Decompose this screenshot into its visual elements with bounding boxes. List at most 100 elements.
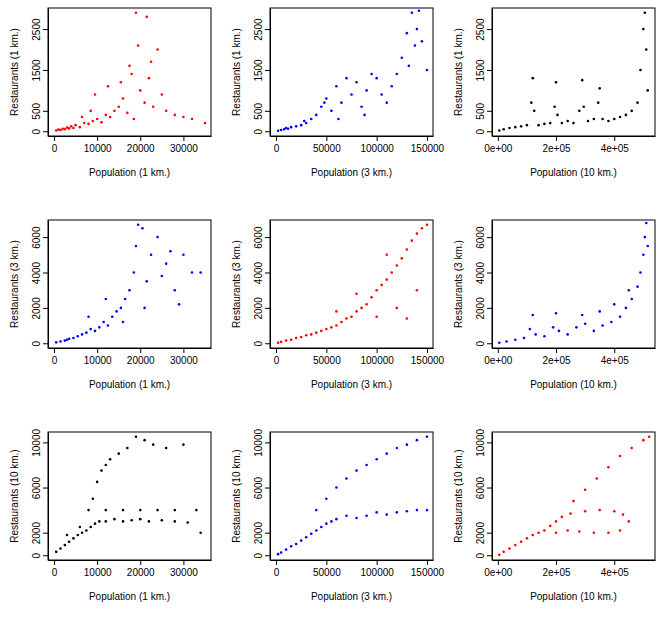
point: [320, 105, 323, 108]
x-axis: 050000100000150000: [271, 560, 445, 578]
y-axis-title: Restaurants (3 km.): [9, 240, 20, 328]
point: [104, 464, 107, 467]
x-tick-mark: [54, 136, 55, 141]
point: [630, 110, 633, 113]
y-tick: 500: [31, 103, 48, 120]
point: [81, 333, 84, 336]
panel: 0e+002e+054e+05050015002500Population (1…: [453, 8, 656, 178]
point: [587, 120, 590, 123]
panel: 0e+002e+054e+050200040006000Population (…: [453, 220, 656, 390]
x-tick-label: 2e+05: [542, 567, 571, 578]
y-tick: 6000: [475, 226, 492, 249]
plot-frame: [492, 8, 655, 136]
point: [117, 452, 120, 455]
y-tick-label: 0: [31, 129, 42, 135]
y-tick-label: 2500: [253, 18, 264, 41]
x-tick: 0e+00: [484, 348, 513, 366]
point: [300, 336, 303, 339]
x-tick-label: 10000: [84, 567, 112, 578]
point: [156, 509, 159, 512]
x-tick-label: 10000: [84, 143, 112, 154]
point: [569, 512, 572, 515]
panel: 05000010000015000002000600010000Populati…: [231, 429, 445, 602]
point: [537, 124, 540, 127]
points: [277, 435, 429, 555]
x-axis-line: [49, 136, 212, 137]
point: [98, 520, 101, 523]
x-axis-title: Population (1 km.): [89, 379, 170, 390]
point: [385, 513, 388, 516]
y-tick-mark: [487, 70, 492, 71]
point: [117, 105, 120, 108]
point: [87, 123, 90, 126]
y-axis-title: Restaurants (10 km.): [9, 449, 20, 542]
point: [508, 127, 511, 130]
point: [644, 11, 647, 14]
point: [416, 289, 419, 292]
x-tick: 30000: [170, 560, 198, 578]
point: [416, 509, 419, 512]
point: [107, 85, 110, 88]
x-tick-mark: [326, 348, 327, 353]
point: [593, 118, 596, 121]
point: [113, 518, 116, 521]
point: [148, 77, 151, 80]
x-tick-label: 20000: [127, 143, 155, 154]
point: [104, 298, 107, 301]
point: [578, 530, 581, 533]
point: [128, 65, 131, 68]
x-tick-mark: [54, 560, 55, 565]
point: [553, 105, 556, 108]
point: [143, 101, 146, 104]
point: [122, 520, 125, 523]
point: [68, 540, 71, 543]
plot-frame: [48, 432, 211, 560]
x-tick-label: 100000: [360, 355, 394, 366]
x-tick: 4e+05: [601, 560, 630, 578]
y-tick-label: 0: [31, 341, 42, 347]
y-tick-mark: [43, 442, 48, 443]
y-tick-label: 2000: [253, 522, 264, 545]
x-tick-label: 150000: [411, 355, 445, 366]
y-tick-label: 500: [475, 103, 486, 120]
point: [625, 114, 628, 117]
x-tick-mark: [140, 560, 141, 565]
point: [385, 452, 388, 455]
point: [139, 89, 142, 92]
point: [290, 338, 293, 341]
x-axis: 0100002000030000: [49, 560, 212, 578]
point: [173, 509, 176, 512]
point: [287, 128, 290, 131]
point: [120, 81, 123, 84]
y-tick: 0: [31, 553, 48, 559]
x-tick-label: 10000: [84, 355, 112, 366]
x-tick-mark: [498, 136, 499, 141]
point: [111, 315, 114, 318]
point: [115, 310, 118, 313]
point: [104, 114, 107, 117]
y-tick-mark: [265, 29, 270, 30]
y-axis-title: Restaurants (1 km.): [453, 28, 464, 116]
y-tick: 0: [253, 553, 270, 559]
point: [406, 32, 409, 35]
point: [325, 498, 328, 501]
point: [64, 128, 67, 131]
y-tick-mark: [265, 488, 270, 489]
points: [277, 223, 429, 344]
x-tick-mark: [377, 560, 378, 565]
x-tick: 10000: [84, 136, 112, 154]
x-tick: 0e+00: [484, 136, 513, 154]
y-tick-label: 0: [475, 129, 486, 135]
y-axis: 02000600010000: [31, 429, 49, 561]
y-tick-mark: [265, 111, 270, 112]
point: [363, 114, 366, 117]
point: [161, 519, 164, 522]
point: [365, 89, 368, 92]
y-axis-line: [270, 221, 271, 349]
point: [173, 520, 176, 523]
point: [277, 341, 280, 344]
point: [607, 531, 610, 534]
y-tick: 10000: [31, 429, 48, 457]
point: [355, 517, 358, 520]
y-tick-label: 6000: [31, 226, 42, 249]
